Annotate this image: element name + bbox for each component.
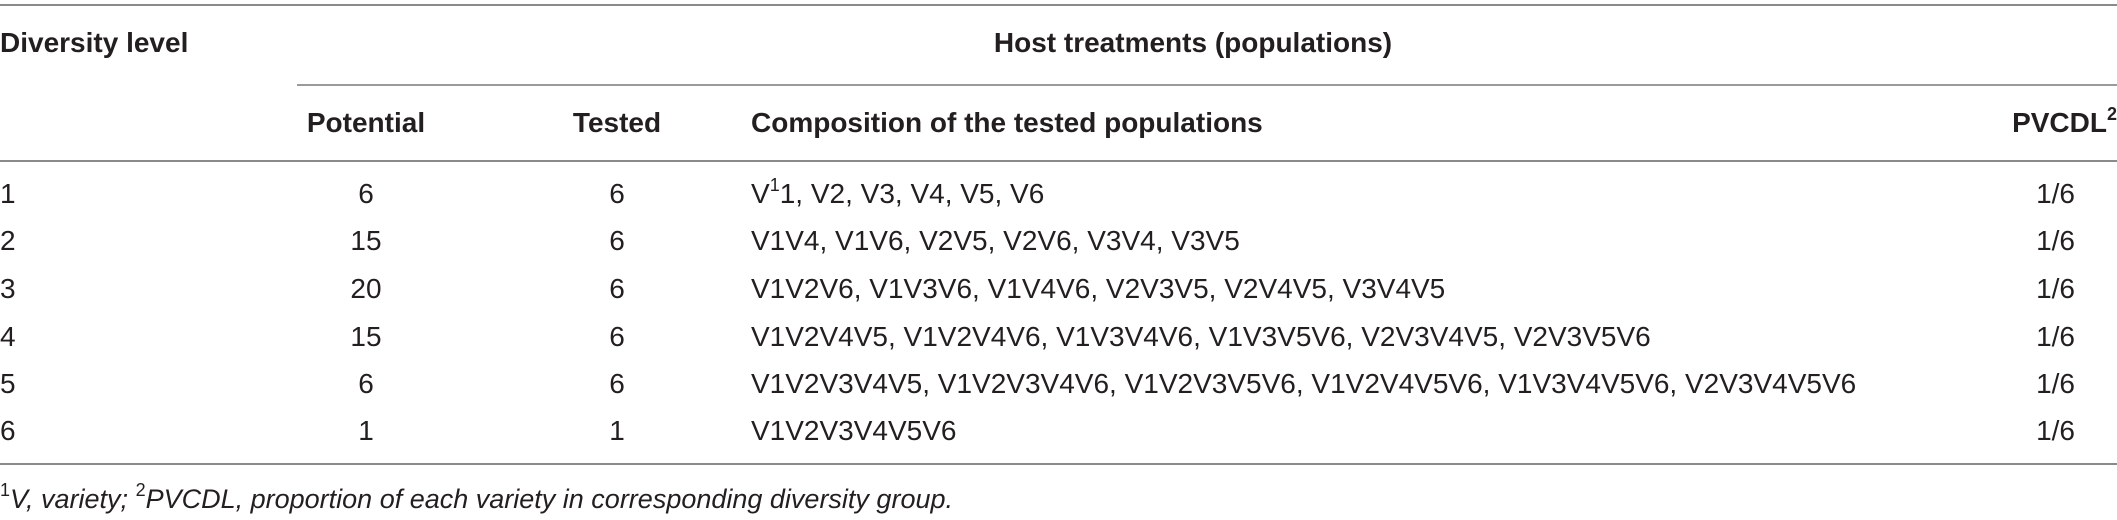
header-pvcdl-sup: 2 xyxy=(2106,104,2117,124)
cell-composition-sup: 1 xyxy=(769,175,780,195)
cell-potential: 15 xyxy=(350,321,382,352)
top-rule xyxy=(0,4,2117,6)
header-composition: Composition of the tested populations xyxy=(751,107,1263,138)
cell-potential: 15 xyxy=(350,225,382,256)
cell-pvcdl: 1/6 xyxy=(2036,321,2075,352)
cell-pvcdl: 1/6 xyxy=(2036,225,2075,256)
cell-composition-text: 1, V2, V3, V4, V5, V6 xyxy=(779,178,1045,209)
cell-tested: 6 xyxy=(609,368,625,399)
cell-composition: V1V2V6, V1V3V6, V1V4V6, V2V3V5, V2V4V5, … xyxy=(751,273,1446,304)
header-host-treatments: Host treatments (populations) xyxy=(993,27,1393,58)
bottom-rule xyxy=(0,463,2117,465)
header-pvcdl-label: PVCDL xyxy=(2012,107,2107,138)
cell-tested: 1 xyxy=(609,415,625,446)
header-subrule xyxy=(297,84,2117,86)
cell-composition: V1V2V4V5, V1V2V4V6, V1V3V4V6, V1V3V5V6, … xyxy=(751,321,1651,352)
cell-composition: V1V4, V1V6, V2V5, V2V6, V3V4, V3V5 xyxy=(751,225,1240,256)
footnote-sup-1: 1 xyxy=(0,480,11,500)
footnote-sup-2: 2 xyxy=(135,480,146,500)
cell-level: 4 xyxy=(0,321,16,352)
cell-composition: V1V2V3V4V5, V1V2V3V4V6, V1V2V3V5V6, V1V2… xyxy=(751,368,1857,399)
header-bottom-rule xyxy=(0,160,2117,162)
footnote-text-1: V, variety; xyxy=(10,484,136,514)
footnote-text-2: PVCDL, proportion of each variety in cor… xyxy=(145,484,953,514)
cell-pvcdl: 1/6 xyxy=(2036,415,2075,446)
header-diversity-level: Diversity level xyxy=(0,27,189,58)
cell-pvcdl: 1/6 xyxy=(2036,178,2075,209)
cell-pvcdl: 1/6 xyxy=(2036,368,2075,399)
cell-level: 1 xyxy=(0,178,16,209)
header-tested: Tested xyxy=(572,107,662,138)
table-footnote: 1V, variety; 2PVCDL, proportion of each … xyxy=(0,480,953,516)
cell-potential: 20 xyxy=(350,273,382,304)
cell-level: 5 xyxy=(0,368,16,399)
cell-potential: 1 xyxy=(358,415,374,446)
header-pvcdl: PVCDL2 xyxy=(2012,104,2117,140)
cell-tested: 6 xyxy=(609,273,625,304)
cell-tested: 6 xyxy=(609,321,625,352)
cell-tested: 6 xyxy=(609,178,625,209)
cell-pvcdl: 1/6 xyxy=(2036,273,2075,304)
cell-potential: 6 xyxy=(358,178,374,209)
cell-composition: V1V2V3V4V5V6 xyxy=(751,415,957,446)
cell-level: 6 xyxy=(0,415,16,446)
header-potential: Potential xyxy=(306,107,426,138)
cell-tested: 6 xyxy=(609,225,625,256)
cell-composition: V11, V2, V3, V4, V5, V6 xyxy=(751,175,1045,211)
cell-level: 3 xyxy=(0,273,16,304)
cell-level: 2 xyxy=(0,225,16,256)
cell-composition-prefix: V xyxy=(751,178,770,209)
cell-potential: 6 xyxy=(358,368,374,399)
